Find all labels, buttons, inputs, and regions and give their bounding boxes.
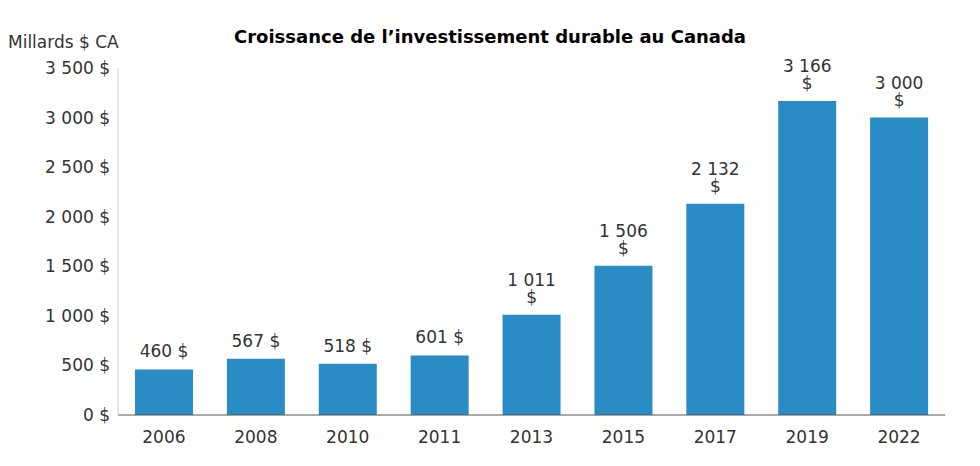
html-text:Millards $ CA: Millards $ CA: [8, 32, 119, 52]
svg-text:2013: 2013: [510, 427, 553, 447]
svg-text:601 $: 601 $: [415, 327, 464, 347]
svg-text:2 000 $: 2 000 $: [45, 207, 110, 227]
svg-text:2006: 2006: [142, 427, 185, 447]
svg-text:1 000 $: 1 000 $: [45, 306, 110, 326]
svg-text:2011: 2011: [418, 427, 461, 447]
svg-text:2010: 2010: [326, 427, 369, 447]
svg-text:2015: 2015: [602, 427, 645, 447]
svg-text:2019: 2019: [786, 427, 829, 447]
svg-text:2008: 2008: [234, 427, 277, 447]
svg-text:500 $: 500 $: [61, 355, 110, 375]
svg-text:3 000 $: 3 000 $: [45, 108, 110, 128]
svg-text:2 500 $: 2 500 $: [45, 157, 110, 177]
svg-text:1 506$: 1 506$: [599, 221, 648, 258]
html-text:Croissance de l’investissement: Croissance de l’investissement durable a…: [234, 26, 746, 47]
svg-text:3 166$: 3 166$: [783, 56, 832, 93]
svg-text:460 $: 460 $: [140, 341, 189, 361]
svg-text:2 132$: 2 132$: [691, 159, 740, 196]
svg-text:2022: 2022: [877, 427, 920, 447]
svg-text:518 $: 518 $: [323, 336, 372, 356]
svg-text:1 011$: 1 011$: [507, 270, 556, 307]
svg-text:2017: 2017: [694, 427, 737, 447]
svg-text:3 000$: 3 000$: [875, 73, 924, 110]
svg-text:0 $: 0 $: [83, 405, 110, 425]
svg-text:3 500 $: 3 500 $: [45, 58, 110, 78]
svg-text:567 $: 567 $: [232, 331, 281, 351]
svg-text:1 500 $: 1 500 $: [45, 256, 110, 276]
